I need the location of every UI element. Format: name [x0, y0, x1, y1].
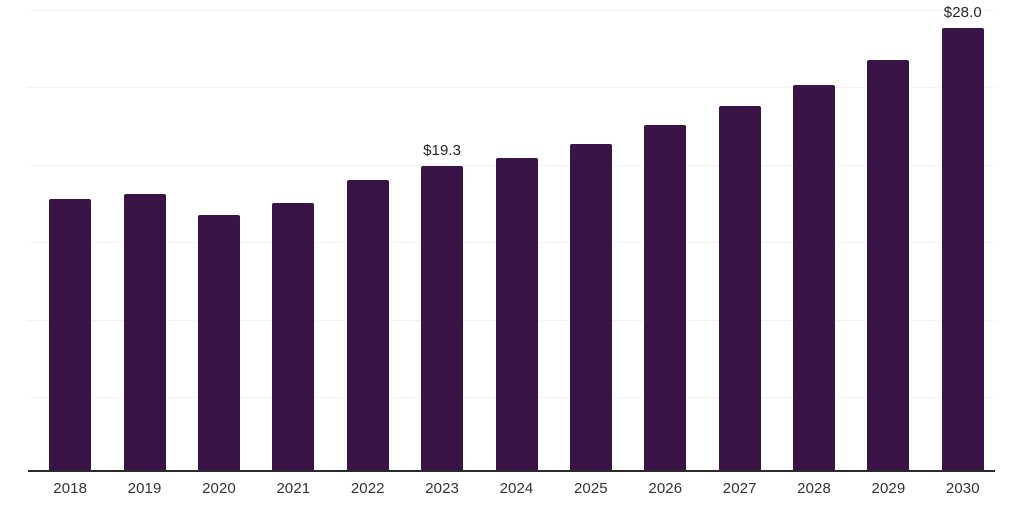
x-tick-label-2020: 2020: [202, 480, 236, 497]
value-label-2023: $19.3: [423, 141, 462, 159]
bar-2029[interactable]: [867, 59, 910, 470]
bar-2020[interactable]: [197, 214, 240, 470]
x-tick-label-2024: 2024: [499, 480, 534, 497]
bar-2024[interactable]: [495, 157, 538, 470]
value-label-2030: $28.0: [943, 4, 982, 22]
gridline: [28, 87, 995, 88]
x-tick-label-2018: 2018: [53, 480, 88, 497]
x-axis-tick-labels: 2018 2019 2020 2021 2022 2023 2024 2025 2026 2027…: [0, 480, 1024, 512]
bar-2023[interactable]: [421, 165, 464, 470]
x-tick-label-2023: 2023: [425, 480, 459, 497]
gridline: [28, 10, 995, 11]
x-tick-label-2026: 2026: [648, 480, 683, 497]
x-tick-label-2021: 2021: [276, 480, 311, 497]
x-tick-label-2028: 2028: [797, 480, 831, 497]
x-tick-label-2027: 2027: [722, 480, 757, 497]
bar-2022[interactable]: [346, 179, 389, 470]
bars-layer: [49, 28, 984, 470]
bar-2021[interactable]: [272, 203, 315, 470]
x-tick-label-2025: 2025: [573, 480, 608, 497]
bar-2019[interactable]: [123, 194, 166, 470]
bar-2018[interactable]: [49, 198, 92, 470]
bar-2026[interactable]: [644, 124, 687, 470]
bar-2027[interactable]: [718, 105, 761, 470]
x-tick-label-2019: 2019: [127, 480, 162, 497]
x-tick-label-2029: 2029: [871, 480, 906, 497]
bar-2025[interactable]: [569, 143, 612, 470]
x-tick-label-2022: 2022: [350, 480, 385, 497]
bar-2030[interactable]: [941, 28, 984, 470]
x-axis-line: [28, 470, 995, 472]
bar-2028[interactable]: [793, 85, 836, 470]
x-tick-label-2030: 2030: [945, 480, 980, 497]
